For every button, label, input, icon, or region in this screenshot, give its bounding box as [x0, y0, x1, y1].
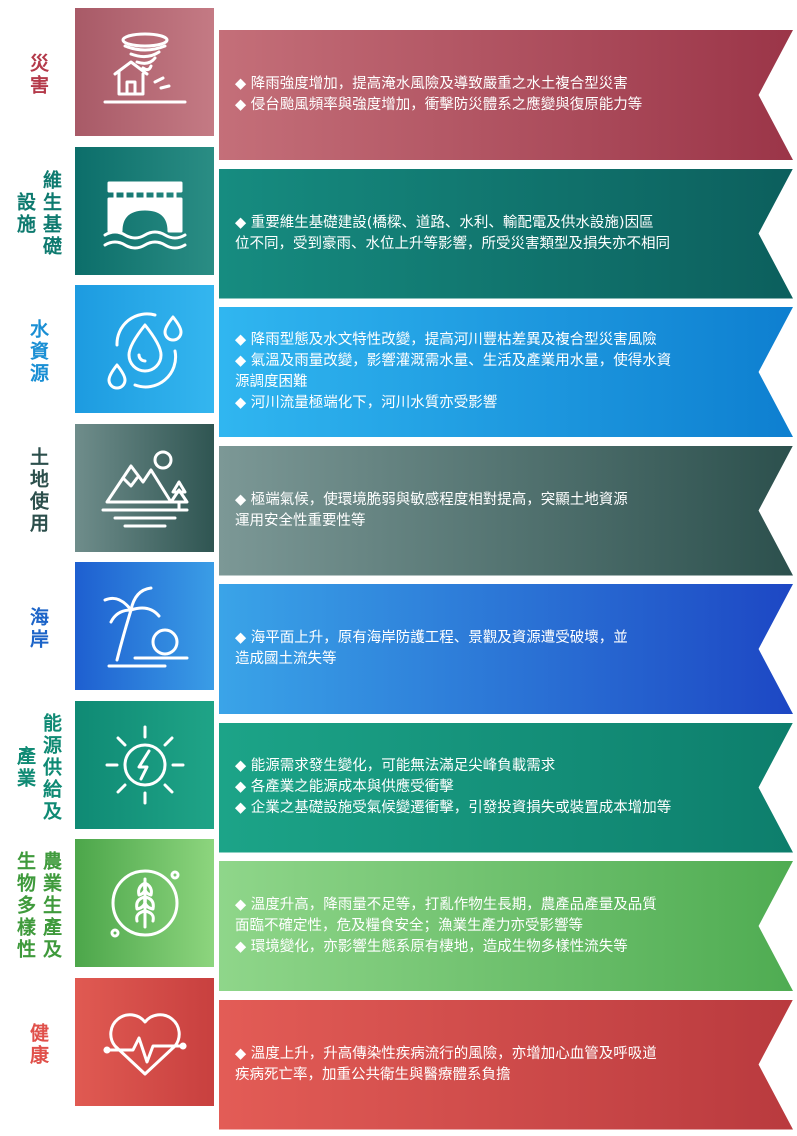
impact-category-label: 災害 [8, 14, 68, 136]
category-label-text: 產業 [14, 745, 36, 790]
category-label-text: 健康 [27, 1022, 49, 1067]
impact-category-label: 維生基礎 設施 [8, 153, 68, 275]
impact-row-energy: 能源供給及 產業 ◆ 能源需求發生變化，可能無法滿足尖峰負載需求 ◆ 各產業之能源成本… [0, 700, 797, 853]
impact-description-line: 源調度困難 [235, 374, 308, 390]
icon-box [75, 700, 214, 829]
impact-description: ◆ 降雨強度增加，提高淹水風險及導致嚴重之水土複合型災害 ◆ 侵台颱風頻率與強度增… [219, 74, 712, 116]
impact-row-disaster: 災害 ◆ 降雨強度增加，提高淹水風險及導致嚴重之水土複合型災害 ◆ 侵台颱風頻率與強… [0, 8, 797, 160]
impact-description: ◆ 溫度上升，升高傳染性疾病流行的風險，亦增加心血管及呼吸道 疾病死亡率，加重公共… [219, 1044, 727, 1086]
category-label-text: 海岸 [27, 607, 49, 651]
icon-box [75, 977, 214, 1106]
impact-description: ◆ 溫度升高，降雨量不足等，打亂作物生長期，農產品產量及品質 面臨不確定性，危及糧… [219, 895, 727, 958]
tornado-house-icon [103, 32, 186, 104]
icon-box [75, 839, 214, 967]
impact-category-label: 水資源 [8, 291, 68, 413]
impact-description: ◆ 重要維生基礎建設(橋樑、道路、水利、輸配電及供水設施)因區 位不同，受到豪雨、… [219, 213, 740, 255]
category-label-text: 維生基礎 [40, 169, 62, 258]
category-label-text: 水資源 [27, 319, 49, 385]
impact-row-land: 土地使用 ◆ 極端氣候，使環境脆弱與敏感程度相對提高，突顯土地資源 運用安全性重要性… [0, 423, 797, 576]
impact-description-banner: ◆ 溫度升高，降雨量不足等，打亂作物生長期，農產品產量及品質 面臨不確定性，危及糧… [219, 861, 793, 991]
impact-description-line: 造成國土流失等 [235, 651, 337, 667]
impact-description-line: ◆ 企業之基礎設施受氣候變遷衝擊，引發投資損失或裝置成本增加等 [235, 800, 672, 816]
water-drops-icon [107, 312, 182, 390]
mountain-icon [101, 450, 188, 527]
impact-category-label: 能源供給及 產業 [8, 707, 68, 829]
impact-description: ◆ 降雨型態及水文特性改變，提高河川豐枯差異及複合型災害風險 ◆ 氣溫及雨量改變，… [219, 330, 741, 414]
energy-icon [105, 725, 184, 804]
icon-box [75, 8, 214, 136]
impact-description-line: ◆ 極端氣候，使環境脆弱與敏感程度相對提高，突顯土地資源 [235, 491, 628, 508]
impact-description-banner: ◆ 海平面上升，原有海岸防護工程、景觀及資源遭受破壞，並 造成國土流失等 [219, 584, 793, 714]
impact-description-line: 疾病死亡率，加重公共衛生與醫療體系負擔 [235, 1066, 511, 1083]
impact-description-line: ◆ 降雨型態及水文特性改變，提高河川豐枯差異及複合型災害風險 [235, 332, 657, 348]
impact-description-banner: ◆ 極端氣候，使環境脆弱與敏感程度相對提高，突顯土地資源 運用安全性重要性等 [219, 445, 793, 576]
impact-description-line: ◆ 侵台颱風頻率與強度增加，衝擊防災體系之應變與復原能力等 [235, 97, 643, 113]
impact-category-label: 土地使用 [8, 430, 68, 552]
impact-description-banner: ◆ 重要維生基礎建設(橋樑、道路、水利、輸配電及供水設施)因區 位不同，受到豪雨、… [219, 168, 793, 299]
impact-description-banner: ◆ 降雨強度增加，提高淹水風險及導致嚴重之水土複合型災害 ◆ 侵台颱風頻率與強度增… [219, 30, 793, 160]
impact-description-line: ◆ 降雨強度增加，提高淹水風險及導致嚴重之水土複合型災害 [235, 76, 628, 92]
impact-description-line: ◆ 海平面上升，原有海岸防護工程、景觀及資源遭受破壞，並 [235, 630, 628, 646]
impact-row-health: 健康 ◆ 溫度上升，升高傳染性疾病流行的風險，亦增加心血管及呼吸道 疾病死亡率，加重… [0, 977, 797, 1130]
impact-category-label: 健康 [8, 984, 68, 1106]
impact-description-line: ◆ 溫度上升，升高傳染性疾病流行的風險，亦增加心血管及呼吸道 [235, 1045, 657, 1062]
impact-row-water: 水資源 ◆ 降雨型態及水文特性改變，提高河川豐枯差異及複合型災害風險 ◆ 氣溫及雨量… [0, 285, 797, 437]
category-label-text: 生物多樣性 [14, 851, 36, 961]
icon-box [75, 562, 214, 690]
heart-pulse-icon [103, 1012, 186, 1075]
category-label-text: 農業生產及 [40, 851, 62, 961]
palm-beach-icon [103, 586, 188, 668]
category-label-text: 土地使用 [27, 446, 49, 535]
impact-description-banner: ◆ 降雨型態及水文特性改變，提高河川豐枯差異及複合型災害風險 ◆ 氣溫及雨量改變，… [219, 307, 793, 437]
impact-description-line: ◆ 溫度升高，降雨量不足等，打亂作物生長期，農產品產量及品質 [235, 896, 657, 913]
bridge-icon [103, 181, 186, 249]
impact-description: ◆ 能源需求發生變化，可能無法滿足尖峰負載需求 ◆ 各產業之能源成本與供應受衝擊 ◆… [219, 756, 741, 819]
impact-description-line: ◆ 重要維生基礎建設(橋樑、道路、水利、輸配電及供水設施)因區 [235, 214, 654, 231]
impact-category-label: 海岸 [8, 568, 68, 690]
impact-description-line: 運用安全性重要性等 [235, 512, 366, 529]
impact-description-banner: ◆ 溫度上升，升高傳染性疾病流行的風險，亦增加心血管及呼吸道 疾病死亡率，加重公共… [219, 999, 793, 1130]
impact-description-line: ◆ 能源需求發生變化，可能無法滿足尖峰負載需求 [235, 758, 556, 774]
impact-row-coast: 海岸 ◆ 海平面上升，原有海岸防護工程、景觀及資源遭受破壞，並 造成國土流失等 [0, 562, 797, 714]
impact-row-infrastructure: 維生基礎 設施 ◆ 重要維生基礎建設(橋樑、道路、水利、輸配電及供水設施)因區 位不同… [0, 146, 797, 299]
category-label-text: 設施 [14, 191, 36, 236]
impact-description: ◆ 極端氣候，使環境脆弱與敏感程度相對提高，突顯土地資源 運用安全性重要性等 [219, 490, 698, 532]
impact-description-line: ◆ 河川流量極端化下，河川水質亦受影響 [235, 395, 498, 411]
category-label-text: 災害 [27, 53, 49, 97]
impact-description-line: ◆ 環境變化，亦影響生態系原有棲地，造成生物多樣性流失等 [235, 938, 628, 955]
impact-description-line: 位不同，受到豪雨、水位上升等影響，所受災害類型及損失亦不相同 [235, 235, 670, 252]
category-label-text: 能源供給及 [40, 712, 62, 823]
impact-description: ◆ 海平面上升，原有海岸防護工程、景觀及資源遭受破壞，並 造成國土流失等 [219, 628, 698, 670]
icon-box [75, 146, 214, 275]
impact-description-line: ◆ 氣溫及雨量改變，影響灌溉需水量、生活及產業用水量，使得水資 [235, 353, 672, 369]
impact-description-line: ◆ 各產業之能源成本與供應受衝擊 [235, 779, 454, 795]
icon-box [75, 285, 214, 413]
impact-description-banner: ◆ 能源需求發生變化，可能無法滿足尖峰負載需求 ◆ 各產業之能源成本與供應受衝擊 ◆… [219, 722, 793, 853]
wheat-icon [110, 869, 179, 938]
impact-category-label: 農業生產及 生物多樣性 [8, 845, 68, 967]
impact-row-agri: 農業生產及 生物多樣性 ◆ 溫度升高，降雨量不足等，打亂作物生長期，農產品產量及品質… [0, 839, 797, 991]
impact-description-line: 面臨不確定性，危及糧食安全；漁業生產力亦受影響等 [235, 917, 583, 934]
icon-box [75, 423, 214, 552]
